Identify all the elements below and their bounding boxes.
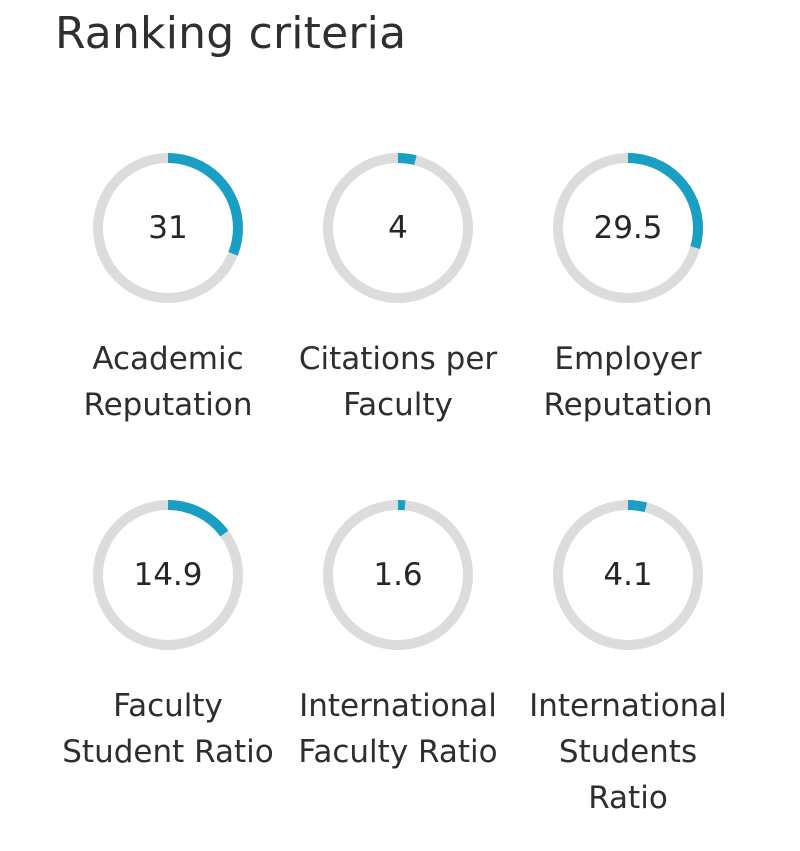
criterion-label-line: Faculty [113,688,223,724]
progress-ring: 14.9 [88,495,248,655]
criterion-label-line: Students [558,734,698,770]
criterion-label: International Faculty Ratio [278,683,518,775]
criterion-label: Faculty Student Ratio [48,683,288,775]
ring-arc [553,153,703,303]
criterion-value: 1.6 [373,557,423,593]
criterion-citations-per-faculty: 4 Citations per Faculty [278,148,518,428]
ring-arc [323,500,473,650]
ring-graphic [323,500,473,650]
ring-arc [93,500,243,650]
ring-arc [93,153,243,303]
criterion-label: Citations per Faculty [278,336,518,428]
ring-graphic [93,500,243,650]
criterion-label-line: International [529,688,727,724]
progress-ring: 4 [318,148,478,308]
criterion-label-line: Student Ratio [62,734,274,770]
ring-graphic [553,153,703,303]
criterion-label-line: Citations per [298,341,498,377]
criterion-label: Employer Reputation [508,336,748,428]
ring-graphic [93,153,243,303]
ring-arc [553,500,703,650]
page-title: Ranking criteria [55,8,407,59]
criterion-label-line: Reputation [543,387,713,423]
criterion-value: 31 [148,210,188,246]
criterion-value: 14.9 [133,557,203,593]
ring-graphic [323,153,473,303]
criterion-label-line: Faculty Ratio [298,734,498,770]
criterion-label-line: Employer [554,341,702,377]
criterion-label-line: Ratio [588,780,668,816]
criterion-label: Academic Reputation [48,336,288,428]
criterion-international-students-ratio: 4.1 International Students Ratio [508,495,748,821]
criterion-value: 29.5 [593,210,663,246]
ring-graphic [553,500,703,650]
ring-arc [323,153,473,303]
criterion-international-faculty-ratio: 1.6 International Faculty Ratio [278,495,518,775]
criterion-label-line: Faculty [343,387,453,423]
criterion-label-line: International [299,688,497,724]
criterion-label-line: Reputation [83,387,253,423]
progress-ring: 29.5 [548,148,708,308]
criterion-value: 4 [388,210,408,246]
criterion-label: International Students Ratio [508,683,748,821]
progress-ring: 31 [88,148,248,308]
criterion-label-line: Academic [92,341,244,377]
criterion-value: 4.1 [603,557,653,593]
criterion-employer-reputation: 29.5 Employer Reputation [508,148,748,428]
progress-ring: 4.1 [548,495,708,655]
criterion-faculty-student-ratio: 14.9 Faculty Student Ratio [48,495,288,775]
criterion-academic-reputation: 31 Academic Reputation [48,148,288,428]
progress-ring: 1.6 [318,495,478,655]
